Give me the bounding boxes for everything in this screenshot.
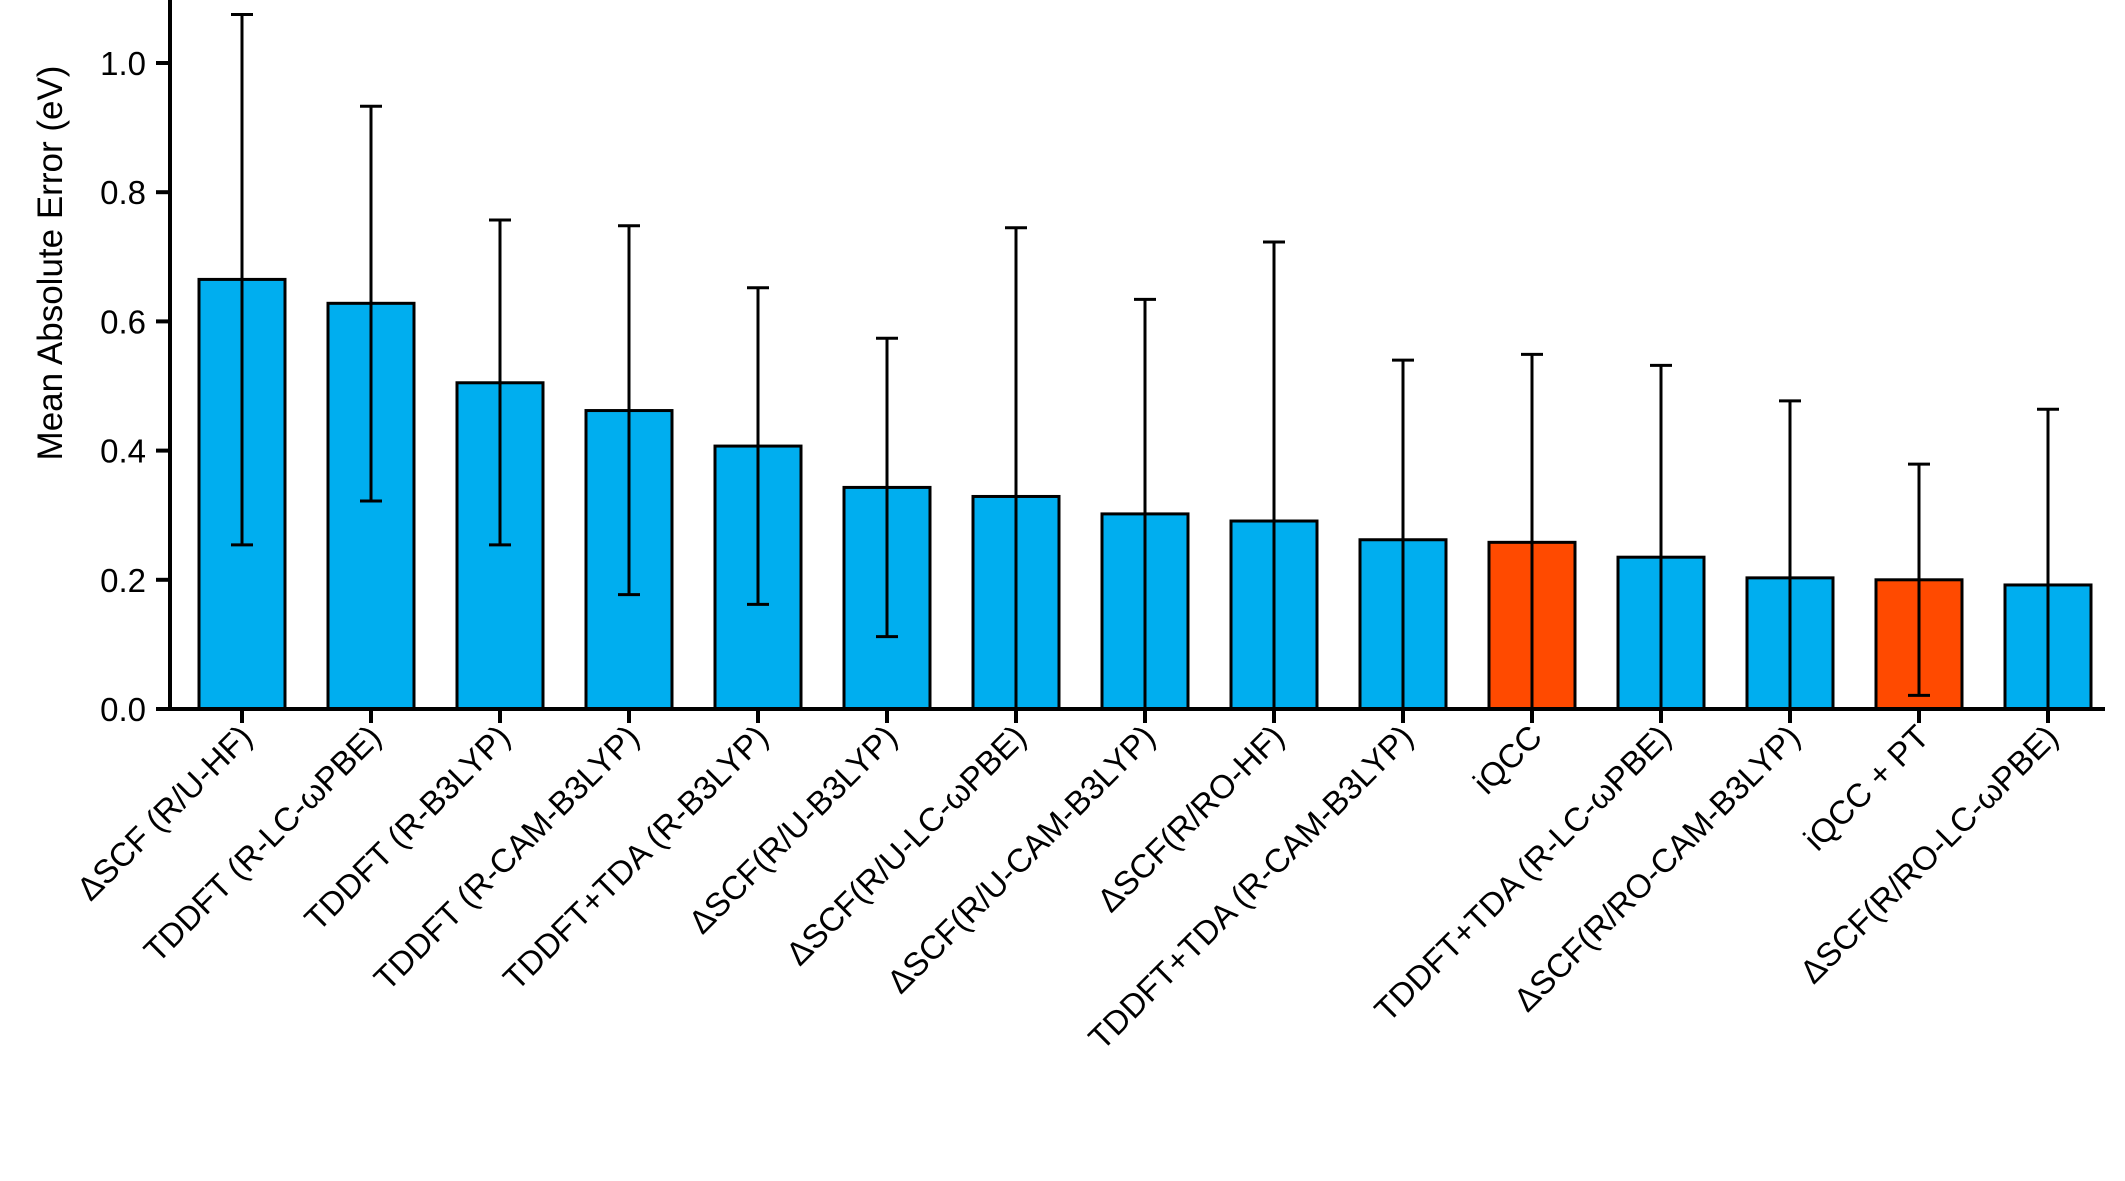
axes-layer bbox=[168, 0, 2105, 711]
x-tick-label: ΔSCF(R/U-CAM-B3LYP) bbox=[879, 718, 1161, 1000]
x-tick-label: iQCC bbox=[1466, 718, 1549, 801]
y-tick-label: 0.6 bbox=[100, 303, 146, 340]
y-tick-label: 0.8 bbox=[100, 174, 146, 211]
x-tick-label: ΔSCF(R/U-LC-ωPBE) bbox=[779, 718, 1033, 972]
x-tick-labels: ΔSCF (R/U-HF)TDDFT (R-LC-ωPBE)TDDFT (R-B… bbox=[69, 709, 2065, 1057]
y-axis-title: Mean Absolute Error (eV) bbox=[31, 66, 70, 461]
x-tick-label: TDDFT+TDA (R-B3LYP) bbox=[496, 718, 775, 997]
y-tick-label: 0.2 bbox=[100, 562, 146, 599]
y-tick-label: 1.0 bbox=[100, 45, 146, 82]
x-tick-label: ΔSCF(R/RO-LC-ωPBE) bbox=[1792, 718, 2065, 991]
x-tick-label: TDDFT (R-LC-ωPBE) bbox=[137, 718, 388, 969]
y-tick-label: 0.0 bbox=[100, 691, 146, 728]
x-tick-label: TDDFT (R-CAM-B3LYP) bbox=[367, 718, 646, 997]
x-tick-label: iQCC + PT bbox=[1796, 718, 1936, 858]
y-tick-label: 0.4 bbox=[100, 433, 146, 470]
y-ticks: 0.0 0.2 0.4 0.6 0.8 1.0 bbox=[100, 45, 170, 728]
error-bars-layer bbox=[231, 13, 2059, 709]
